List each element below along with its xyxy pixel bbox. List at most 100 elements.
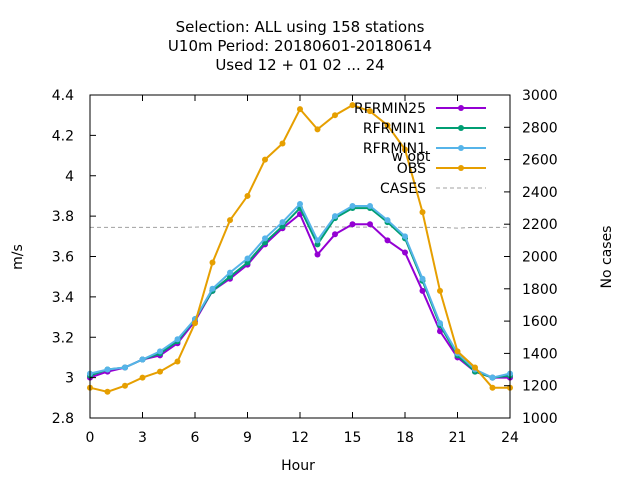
y-tick-label: 4 [65,169,74,185]
legend-label: OBS [397,161,426,177]
y2-tick-label: 2200 [522,217,558,233]
data-point-rfrmin1-w-opt [174,336,181,343]
y2-axis-label: No cases [599,226,615,289]
legend-sample-point [458,145,464,151]
data-point-obs [402,146,408,153]
y2-tick-label: 1200 [522,379,558,395]
legend-label: RFRMIN1 [363,121,426,137]
y-axis-label: m/s [10,244,26,270]
y2-tick-label: 2800 [522,120,558,136]
data-point-obs [262,156,268,163]
title-line-1: Selection: ALL using 158 stations [176,18,425,36]
data-point-rfrmin25 [384,237,391,244]
data-point-rfrmin25 [314,251,321,258]
data-point-rfrmin1-w-opt [349,203,356,210]
data-point-rfrmin1-w-opt [122,364,128,371]
data-point-obs [244,192,251,199]
data-point-obs [104,388,111,395]
y2-tick-label: 2000 [522,250,558,266]
series-line-rfrmin1 [89,206,511,379]
title-line-2: U10m Period: 20180601-20180614 [168,37,432,55]
data-point-obs [437,287,443,294]
y-tick-label: 3.8 [52,209,74,225]
series-layer [87,102,513,395]
data-point-rfrmin1-w-opt [244,255,251,262]
data-point-obs [297,106,303,113]
x-tick-label: 3 [138,430,147,446]
y-tick-label: 3.2 [52,330,74,346]
x-tick-label: 15 [344,430,362,446]
y-tick-label: 3 [65,371,74,387]
data-point-rfrmin25 [367,221,373,228]
data-point-obs [384,122,391,129]
legend-label: RFRMIN1 [363,141,426,157]
y2-tick-label: 1800 [522,282,558,298]
plot-frame [89,94,511,419]
chart-title: Selection: ALL using 158 stations U10m P… [168,18,432,74]
data-point-rfrmin1-w-opt [209,285,216,292]
data-point-rfrmin1-w-opt [489,374,496,381]
y2-tick-label: 1000 [522,411,558,427]
x-tick-label: 18 [396,430,414,446]
data-point-rfrmin1-w-opt [384,217,391,224]
data-point-rfrmin25 [402,249,408,256]
data-point-rfrmin1-w-opt [367,203,373,210]
data-point-rfrmin1-w-opt [157,348,163,355]
y2-tick-label: 3000 [522,88,558,104]
data-point-rfrmin1-w-opt [297,201,303,208]
legend-label: RFRMIN25 [354,101,426,117]
x-tick-label: 6 [191,430,200,446]
data-point-obs [174,358,181,365]
legend-sample-point [458,125,464,131]
y2-tick-label: 2400 [522,185,558,201]
data-point-obs [489,384,496,391]
x-tick-label: 24 [501,430,519,446]
y2-tick-label: 1600 [522,314,558,330]
data-point-rfrmin1-w-opt [332,213,338,220]
series-line-rfrmin25 [89,212,510,379]
data-point-obs [139,374,146,381]
legend-label-suffix: w opt [392,149,431,165]
series-line-rfrmin1-w-opt [89,202,511,379]
data-point-obs [454,348,461,355]
x-tick-label: 0 [86,430,95,446]
axis-layer: 0 3 6 9 12 15 18 21 24 2.8 3 3.2 3.4 3.6 3.8 4 4.2 4.4 100… [52,88,558,446]
y-tick-label: 4.2 [52,128,74,144]
data-point-rfrmin25 [419,287,426,294]
series-line-cases [90,226,510,229]
y2-tick-label: 1400 [522,346,558,362]
data-point-obs [209,259,216,266]
x-axis-label: Hour [281,458,315,474]
data-point-obs [332,112,338,119]
data-point-rfrmin1-w-opt [437,320,443,327]
data-point-obs [279,140,286,147]
data-point-obs [419,209,426,216]
data-point-rfrmin1-w-opt [279,219,286,226]
data-point-rfrmin25 [349,221,356,228]
data-point-rfrmin25 [332,231,338,238]
data-point-rfrmin1-w-opt [139,356,146,363]
y-tick-label: 4.4 [52,88,74,104]
x-tick-label: 12 [291,430,309,446]
data-point-obs [472,364,478,371]
y-tick-label: 3.6 [52,250,74,266]
data-point-obs [157,368,163,375]
data-point-rfrmin1-w-opt [419,275,426,282]
data-point-rfrmin1-w-opt [104,366,111,373]
legend-sample-point [458,105,464,111]
y-tick-label: 3.4 [52,290,74,306]
title-line-3: Used 12 + 01 02 ... 24 [215,56,384,74]
data-point-obs [314,126,321,133]
y-tick-label: 2.8 [52,411,74,427]
data-point-rfrmin1-w-opt [227,269,233,276]
data-point-obs [192,320,198,327]
data-point-obs [349,102,356,109]
legend-sample-point [458,165,464,171]
data-point-rfrmin1-w-opt [314,237,321,244]
y2-tick-label: 2600 [522,153,558,169]
x-tick-label: 21 [449,430,467,446]
data-point-obs [367,108,373,115]
data-point-obs [227,217,233,224]
